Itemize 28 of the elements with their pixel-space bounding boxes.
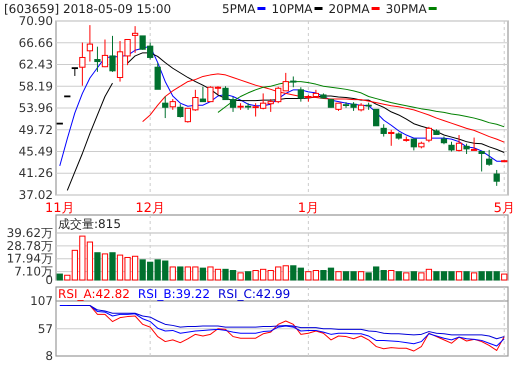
y-tick-label: 62.43 — [18, 58, 53, 72]
y-tick-label: 53.96 — [18, 101, 53, 115]
series-label: RSI_B:39.22 — [138, 287, 210, 301]
y-tick-label: 41.26 — [18, 166, 53, 180]
y-tick-label: 45.49 — [18, 144, 53, 158]
series-label: RSI_A:42.82 — [58, 287, 130, 301]
legend-label: 30PMA — [386, 2, 428, 16]
y-tick-label: 39.62万 — [6, 226, 53, 240]
y-tick-label: 70.90 — [18, 14, 53, 28]
legend-label: 10PMA — [271, 2, 314, 16]
x-tick-label: 1月 — [298, 201, 320, 216]
chart-title: 成交量:815 — [58, 217, 121, 231]
y-tick-label: 107 — [30, 294, 53, 308]
y-tick-label: 17.94万 — [6, 252, 53, 266]
y-tick-label: 37.02 — [18, 188, 53, 202]
legend-label: 5PMA — [222, 2, 256, 16]
y-tick-label: 66.66 — [18, 36, 53, 50]
y-tick-label: 28.78万 — [6, 238, 53, 253]
x-tick-label: 12月 — [135, 201, 165, 216]
y-tick-label: 49.72 — [18, 122, 53, 137]
y-tick-label: 57 — [38, 322, 53, 336]
y-tick-label: 58.19 — [18, 79, 53, 94]
text: RSI_C:42.99 — [218, 287, 290, 301]
y-tick-label: 8 — [45, 349, 53, 363]
x-tick-label: 11月 — [44, 201, 75, 216]
chart-title: [603659] 2018-05-09 15:00 — [4, 2, 172, 16]
legend-label: 20PMA — [328, 2, 370, 16]
x-tick-label: 5月 — [494, 201, 515, 216]
